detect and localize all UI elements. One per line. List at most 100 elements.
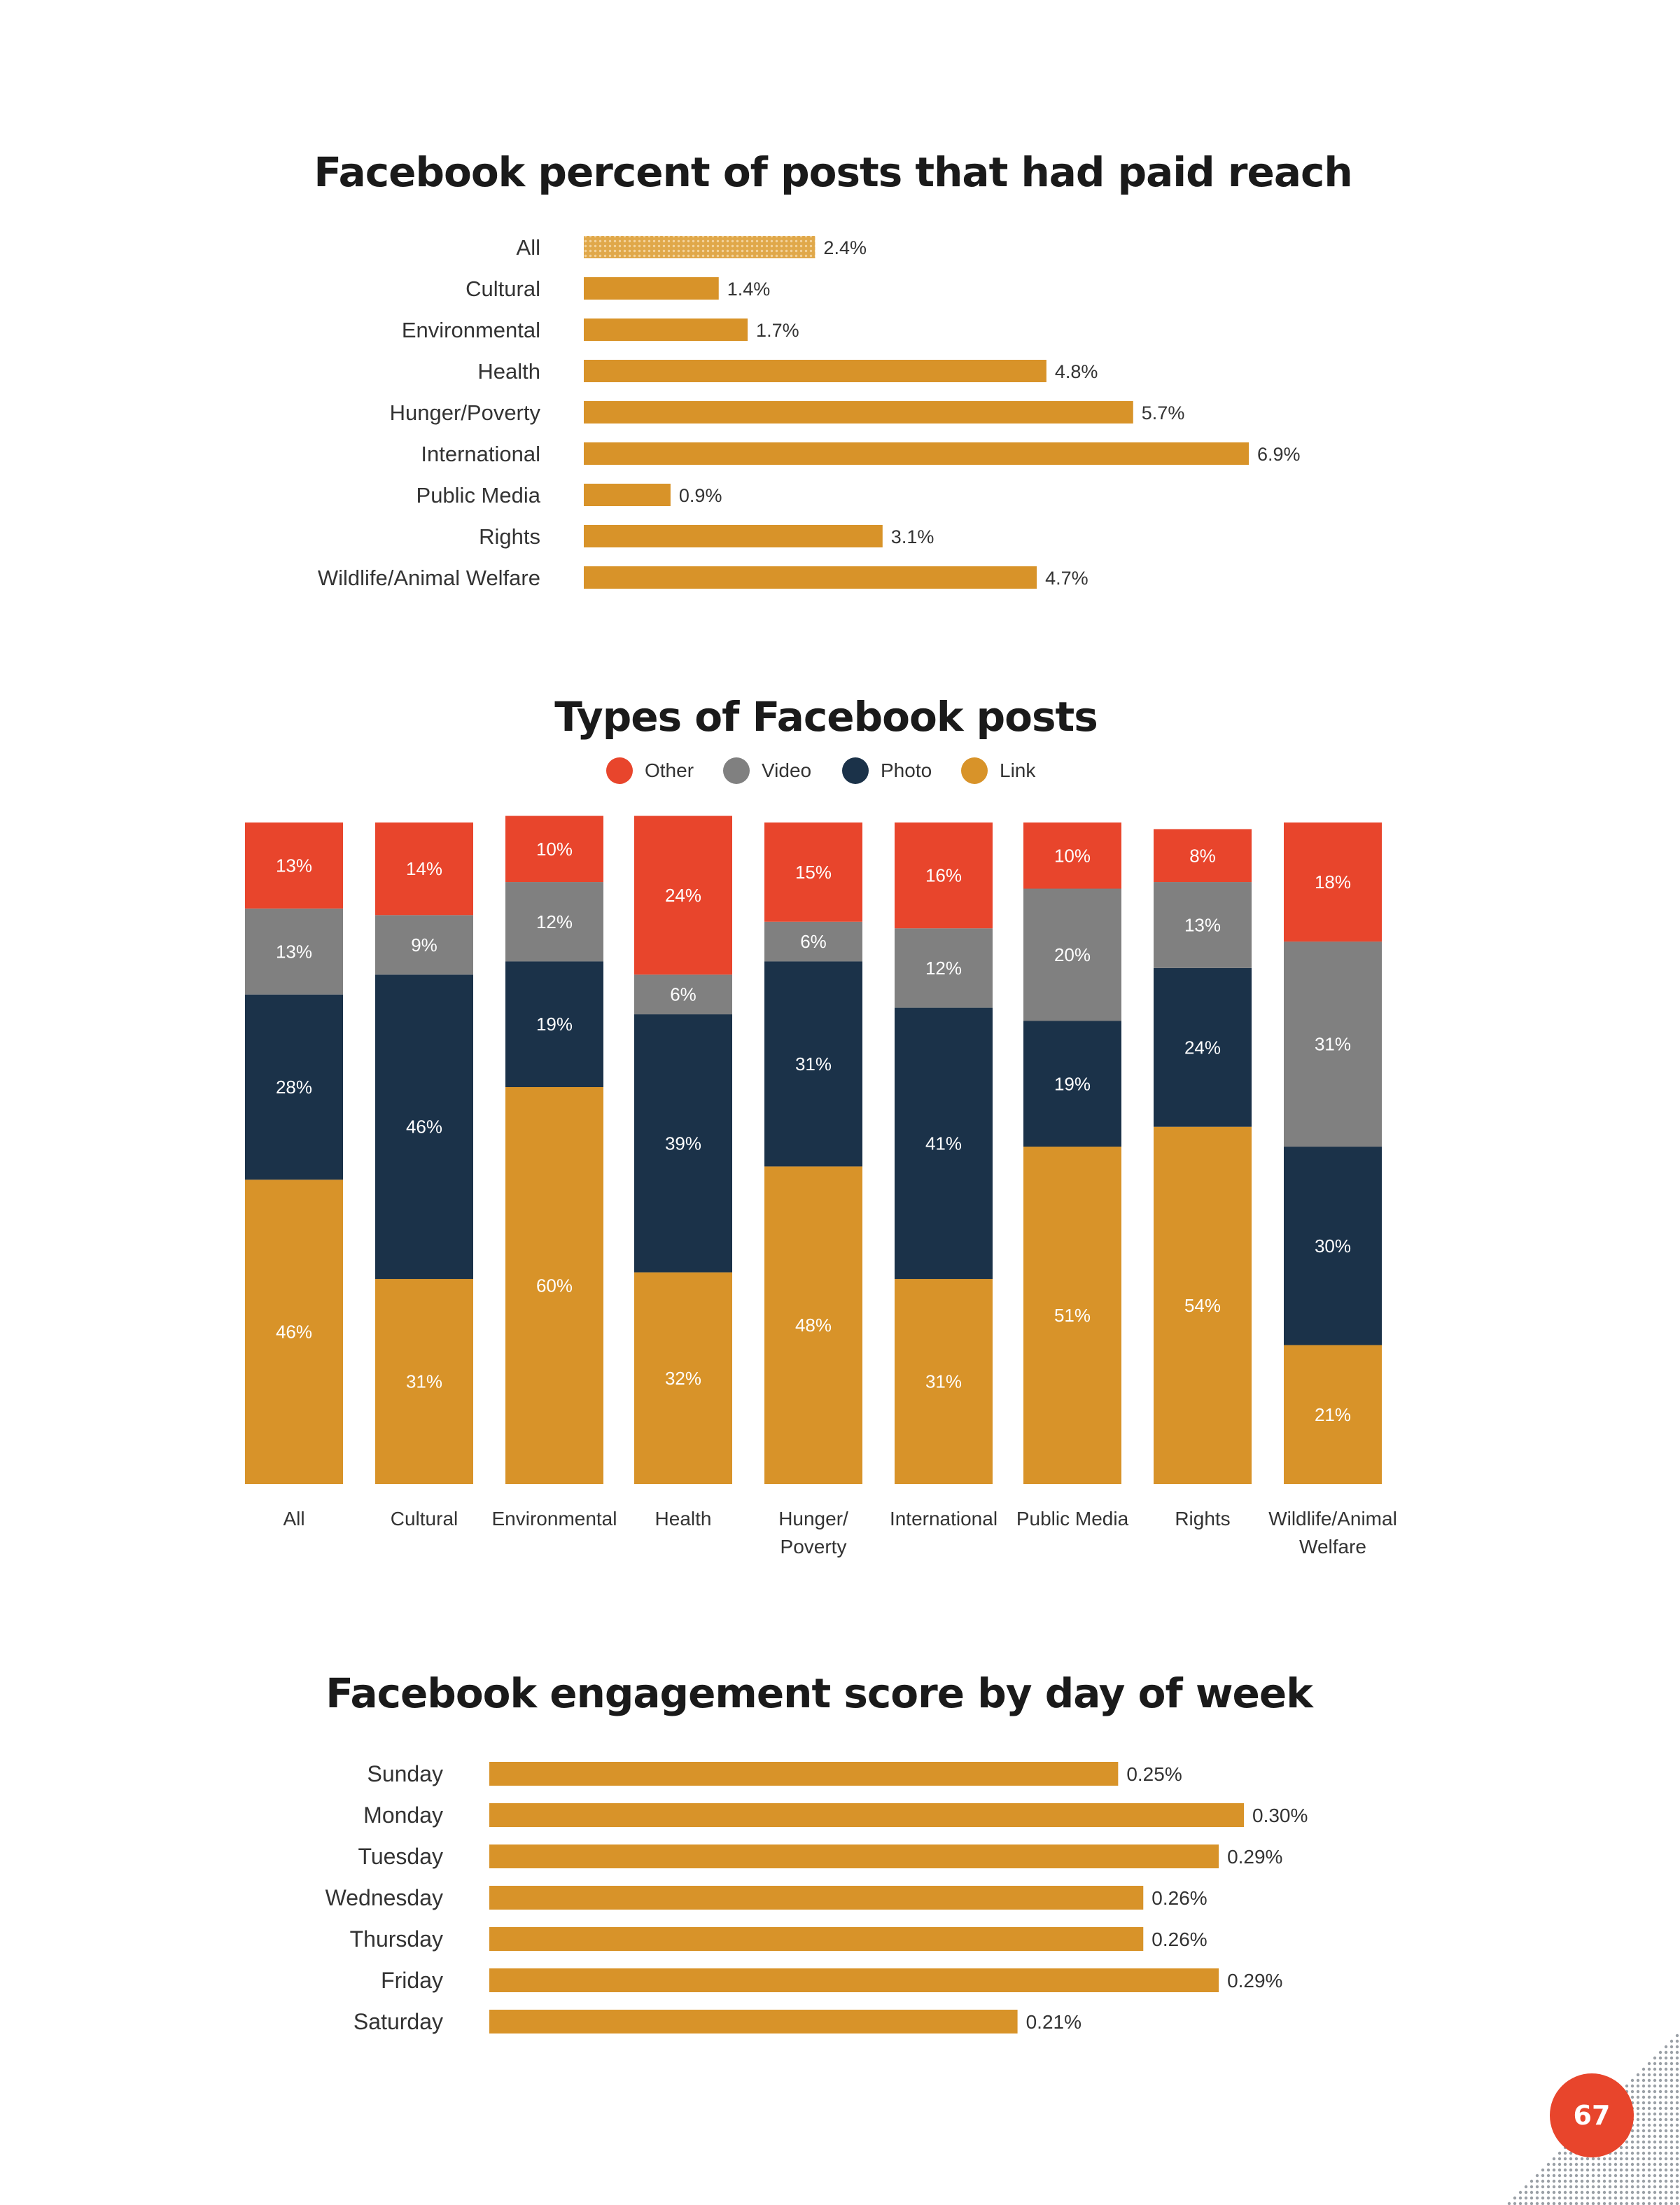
segment-other-hunger-poverty [764, 822, 862, 922]
segment-label-other-public-media: 10% [1054, 845, 1091, 866]
segment-label-photo-wildlife-animal-welfare: 30% [1315, 1236, 1351, 1256]
segment-label-other-wildlife-animal-welfare: 18% [1315, 872, 1351, 892]
segment-other-all [245, 822, 343, 909]
segment-label-video-wildlife-animal-welfare: 31% [1315, 1034, 1351, 1055]
paid-category-label-all: All [517, 235, 540, 260]
segment-label-other-all: 13% [276, 855, 312, 876]
segment-link-cultural [375, 1279, 473, 1484]
legend-swatch-video [723, 757, 750, 784]
column-category-label-environmental: Environmental [492, 1508, 617, 1530]
segment-link-environmental [505, 1087, 603, 1484]
engagement-value-label-tuesday: 0.29% [1227, 1846, 1282, 1868]
segment-photo-international [895, 1007, 993, 1280]
engagement-bar-thursday [489, 1927, 1144, 1951]
paid-category-label-rights: Rights [479, 524, 540, 549]
segment-label-photo-health: 39% [665, 1133, 701, 1154]
day-label-thursday: Thursday [350, 1926, 443, 1952]
engagement-bar-wednesday [489, 1886, 1144, 1910]
segment-label-photo-international: 41% [925, 1133, 962, 1154]
segment-photo-hunger-poverty [764, 961, 862, 1167]
legend-label-other: Other [645, 760, 694, 781]
paid-value-label-international: 6.9% [1257, 444, 1301, 465]
segment-label-photo-all: 28% [276, 1077, 312, 1098]
segment-label-other-health: 24% [665, 885, 701, 906]
column-category-label-health: Health [655, 1508, 712, 1530]
segment-label-photo-hunger-poverty: 31% [795, 1054, 832, 1074]
paid-value-label-cultural: 1.4% [727, 279, 771, 300]
day-label-wednesday: Wednesday [326, 1885, 443, 1910]
segment-video-health [634, 974, 732, 1015]
segment-other-environmental [505, 816, 603, 883]
engagement-value-label-thursday: 0.26% [1152, 1928, 1207, 1950]
paid-bar-hunger-poverty [584, 401, 1133, 424]
segment-other-health [634, 816, 732, 975]
segment-video-wildlife-animal-welfare [1284, 941, 1382, 1147]
segment-label-photo-cultural: 46% [406, 1116, 442, 1138]
segment-label-video-international: 12% [925, 958, 962, 979]
engagement-value-label-sunday: 0.25% [1126, 1763, 1182, 1785]
paid-category-label-wildlife-animal-welfare: Wildlife/Animal Welfare [318, 566, 540, 590]
engagement-bar-sunday [489, 1762, 1119, 1786]
engagement-value-label-friday: 0.29% [1227, 1970, 1282, 1991]
segment-label-photo-environmental: 19% [536, 1014, 573, 1035]
legend-swatch-photo [842, 757, 869, 784]
segment-link-hunger-poverty [764, 1166, 862, 1484]
segment-label-video-cultural: 9% [411, 934, 438, 955]
segment-label-link-international: 31% [925, 1371, 962, 1392]
engagement-bar-saturday [489, 2010, 1018, 2033]
segment-label-link-hunger-poverty: 48% [795, 1315, 832, 1336]
segment-label-link-cultural: 31% [406, 1371, 442, 1392]
paid-value-label-rights: 3.1% [891, 526, 934, 547]
column-category-label-cultural: Cultural [391, 1508, 458, 1530]
segment-other-international [895, 822, 993, 929]
segment-video-international [895, 928, 993, 1008]
paid-value-label-wildlife-animal-welfare: 4.7% [1045, 568, 1088, 589]
segment-label-link-rights: 54% [1184, 1295, 1221, 1316]
segment-label-video-public-media: 20% [1054, 944, 1091, 965]
engagement-value-label-monday: 0.30% [1252, 1805, 1308, 1826]
paid-bar-health [584, 360, 1046, 382]
segment-other-cultural [375, 822, 473, 916]
legend-swatch-other [606, 757, 633, 784]
paid-value-label-health: 4.8% [1055, 361, 1098, 382]
segment-label-link-all: 46% [276, 1322, 312, 1343]
paid-category-label-public-media: Public Media [416, 483, 541, 507]
segment-video-all [245, 908, 343, 995]
legend-label-link: Link [1000, 760, 1036, 781]
segment-other-rights [1154, 829, 1252, 883]
column-category-label-hunger-poverty-line1: Hunger/ [778, 1508, 848, 1530]
paid-value-label-environmental: 1.7% [756, 320, 799, 341]
segment-link-rights [1154, 1126, 1252, 1484]
paid-bar-public-media [584, 484, 671, 506]
segment-photo-rights [1154, 967, 1252, 1127]
paid-bar-wildlife-animal-welfare [584, 566, 1037, 589]
engagement-bar-tuesday [489, 1844, 1219, 1868]
segment-label-video-health: 6% [670, 984, 696, 1005]
paid-category-label-international: International [421, 442, 540, 466]
segment-video-hunger-poverty [764, 921, 862, 962]
paid-category-label-environmental: Environmental [402, 318, 540, 342]
paid-category-label-health: Health [477, 359, 540, 384]
column-category-label-wildlife-animal-welfare-line1: Wildlife/Animal [1268, 1508, 1397, 1530]
engagement-value-label-wednesday: 0.26% [1152, 1887, 1207, 1909]
engagement-chart-title: Facebook engagement score by day of week [326, 1670, 1313, 1717]
day-label-monday: Monday [363, 1802, 443, 1828]
legend-label-video: Video [762, 760, 811, 781]
engagement-chart: Sunday 0.25% Monday 0.30% Tuesday 0.29% Wednes… [326, 1761, 1308, 2034]
segment-other-public-media [1023, 822, 1121, 889]
segment-label-other-environmental: 10% [536, 839, 573, 860]
day-label-friday: Friday [381, 1968, 443, 1993]
segment-link-all [245, 1180, 343, 1484]
segment-other-wildlife-animal-welfare [1284, 822, 1382, 942]
paid-reach-chart-title: Facebook percent of posts that had paid … [314, 148, 1352, 196]
engagement-value-label-saturday: 0.21% [1026, 2011, 1082, 2033]
day-label-saturday: Saturday [354, 2009, 443, 2034]
paid-value-label-hunger-poverty: 5.7% [1142, 402, 1185, 424]
column-category-label-hunger-poverty-line2: Poverty [780, 1536, 847, 1558]
column-category-label-all: All [283, 1508, 304, 1530]
column-category-label-public-media: Public Media [1016, 1508, 1129, 1530]
segment-photo-public-media [1023, 1021, 1121, 1147]
legend-swatch-link [961, 757, 988, 784]
segment-label-video-all: 13% [276, 941, 312, 962]
